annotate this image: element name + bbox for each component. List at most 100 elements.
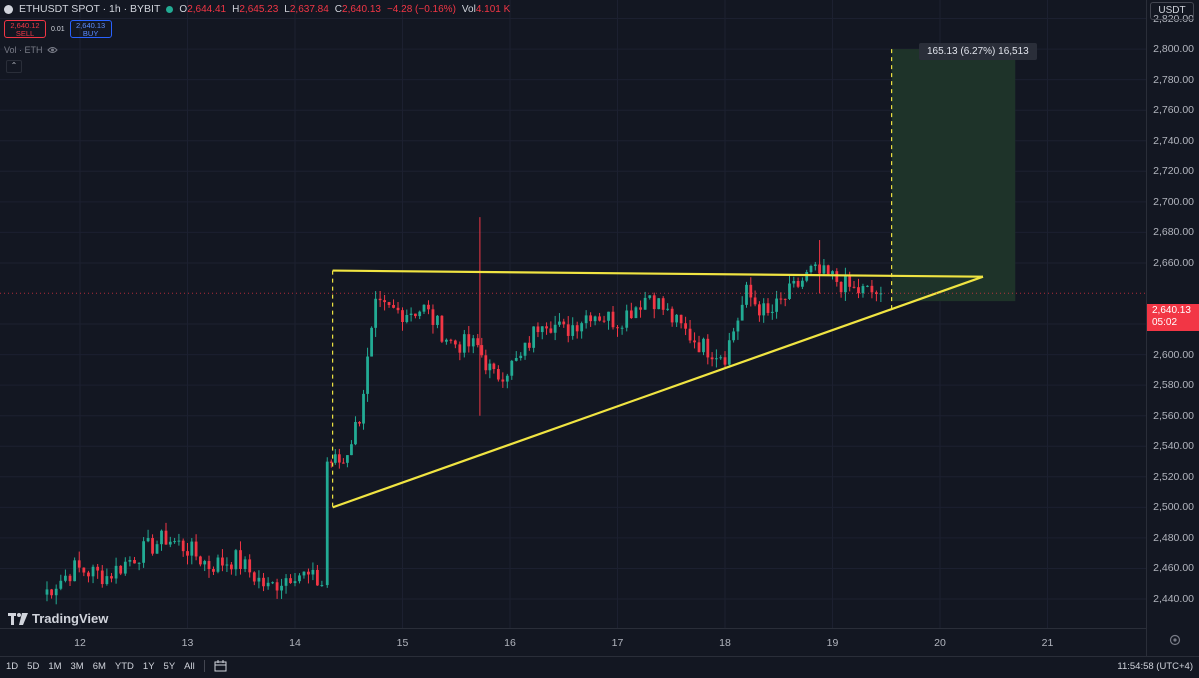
candle-body	[488, 363, 492, 371]
last-price-tag: 2,640.13 05:02	[1147, 304, 1199, 331]
candle-body	[271, 582, 274, 584]
candle-body	[732, 331, 735, 341]
range-3m[interactable]: 3M	[70, 660, 84, 672]
candle-body	[643, 297, 647, 310]
candle-body	[405, 314, 409, 323]
candle-body	[749, 284, 753, 298]
candle-body	[77, 560, 81, 568]
candle-body	[736, 320, 740, 332]
candle-body	[453, 340, 457, 345]
collapse-legend-button[interactable]: ⌃	[6, 60, 22, 73]
candle-body	[719, 357, 723, 359]
candle-body	[505, 375, 509, 382]
candle-body	[212, 569, 215, 572]
candle-body	[553, 324, 557, 333]
range-5y[interactable]: 5Y	[163, 660, 176, 672]
candle-body	[805, 272, 809, 281]
candle-body	[87, 572, 90, 577]
candle-body	[177, 540, 181, 542]
price-tick-label: 2,460.00	[1153, 562, 1194, 575]
candle-body	[822, 265, 826, 274]
candle-body	[221, 557, 224, 566]
candle-body	[602, 320, 606, 322]
volume-legend[interactable]: Vol · ETH	[4, 45, 58, 55]
price-tick-label: 2,720.00	[1153, 165, 1194, 178]
candle-body	[598, 316, 601, 321]
candle-body	[119, 565, 123, 574]
sell-button[interactable]: 2,640.12 SELL	[4, 20, 46, 38]
candle-body	[374, 298, 378, 328]
gear-icon[interactable]	[1169, 634, 1181, 646]
sell-price: 2,640.12	[10, 21, 40, 30]
candle-body	[354, 421, 357, 445]
candle-body	[449, 339, 453, 341]
candle-body	[168, 541, 172, 545]
range-5d[interactable]: 5D	[27, 660, 40, 672]
candle-body	[45, 589, 49, 595]
candle-body	[593, 316, 597, 322]
range-all[interactable]: All	[184, 660, 195, 672]
candle-body	[471, 338, 475, 347]
candle-body	[770, 311, 774, 313]
candle-body	[68, 575, 72, 582]
candle-body	[311, 569, 315, 575]
symbol-title[interactable]: ETHUSDT SPOT · 1h · BYBIT	[19, 3, 161, 15]
candle-body	[91, 566, 95, 577]
candle-body	[639, 307, 642, 310]
candle-body	[293, 581, 297, 584]
candle-body	[366, 356, 369, 394]
chart-area[interactable]: ETHUSDT SPOT · 1h · BYBIT O2,644.41 H2,6…	[0, 0, 1146, 628]
time-axis[interactable]: 12 13 14 15 16 17 18 19 20 21	[0, 628, 1146, 657]
candle-body	[316, 569, 319, 586]
candle-body	[519, 355, 523, 359]
candle-body	[788, 283, 791, 299]
candle-body	[648, 295, 652, 298]
candle-body	[762, 303, 766, 316]
candle-body	[527, 342, 531, 348]
candle-body	[666, 308, 670, 310]
ohlc-open-value: 2,644.41	[187, 3, 227, 15]
candle-body	[844, 275, 847, 293]
candle-body	[307, 571, 310, 575]
candle-body	[661, 298, 665, 310]
candle-body	[401, 310, 404, 323]
clock[interactable]: 11:54:58 (UTC+4)	[1117, 661, 1193, 672]
range-1d[interactable]: 1D	[6, 660, 19, 672]
eye-icon[interactable]	[46, 46, 58, 54]
candle-body	[684, 323, 687, 329]
price-tick-label: 2,500.00	[1153, 501, 1194, 514]
symbol-legend: ETHUSDT SPOT · 1h · BYBIT O2,644.41 H2,6…	[4, 3, 510, 15]
candle-body	[783, 298, 787, 300]
last-price: 2,640.13	[1152, 305, 1191, 316]
currency-selector[interactable]: USDT	[1150, 2, 1194, 20]
candle-body	[186, 551, 189, 556]
candle-body	[262, 577, 265, 587]
candle-body	[239, 550, 242, 570]
candle-body	[230, 564, 233, 570]
price-tick-label: 2,600.00	[1153, 348, 1194, 361]
candle-body	[675, 314, 679, 323]
candle-body	[362, 393, 365, 424]
range-1m[interactable]: 1M	[48, 660, 62, 672]
candle-body	[427, 304, 430, 310]
price-chart[interactable]	[0, 0, 1146, 628]
change-value: −4.28 (−0.16%)	[386, 3, 456, 15]
range-ytd[interactable]: YTD	[114, 660, 134, 672]
candle-body	[484, 355, 488, 371]
buy-button[interactable]: 2,640.13 BUY	[69, 20, 112, 38]
range-1y[interactable]: 1Y	[142, 660, 155, 672]
candle-body	[358, 421, 361, 424]
candle-body	[160, 530, 163, 545]
candle-body	[128, 559, 132, 562]
candle-body	[257, 577, 261, 582]
range-6m[interactable]: 6M	[92, 660, 106, 672]
candle-body	[422, 304, 426, 312]
target-zone	[891, 49, 1016, 302]
candle-body	[510, 360, 514, 376]
calendar-icon[interactable]	[214, 660, 227, 672]
candle-body	[73, 560, 77, 582]
trendline	[332, 269, 984, 278]
volume-key: Vol	[461, 3, 476, 15]
candle-body	[146, 538, 150, 542]
price-tick-label: 2,560.00	[1153, 409, 1194, 422]
